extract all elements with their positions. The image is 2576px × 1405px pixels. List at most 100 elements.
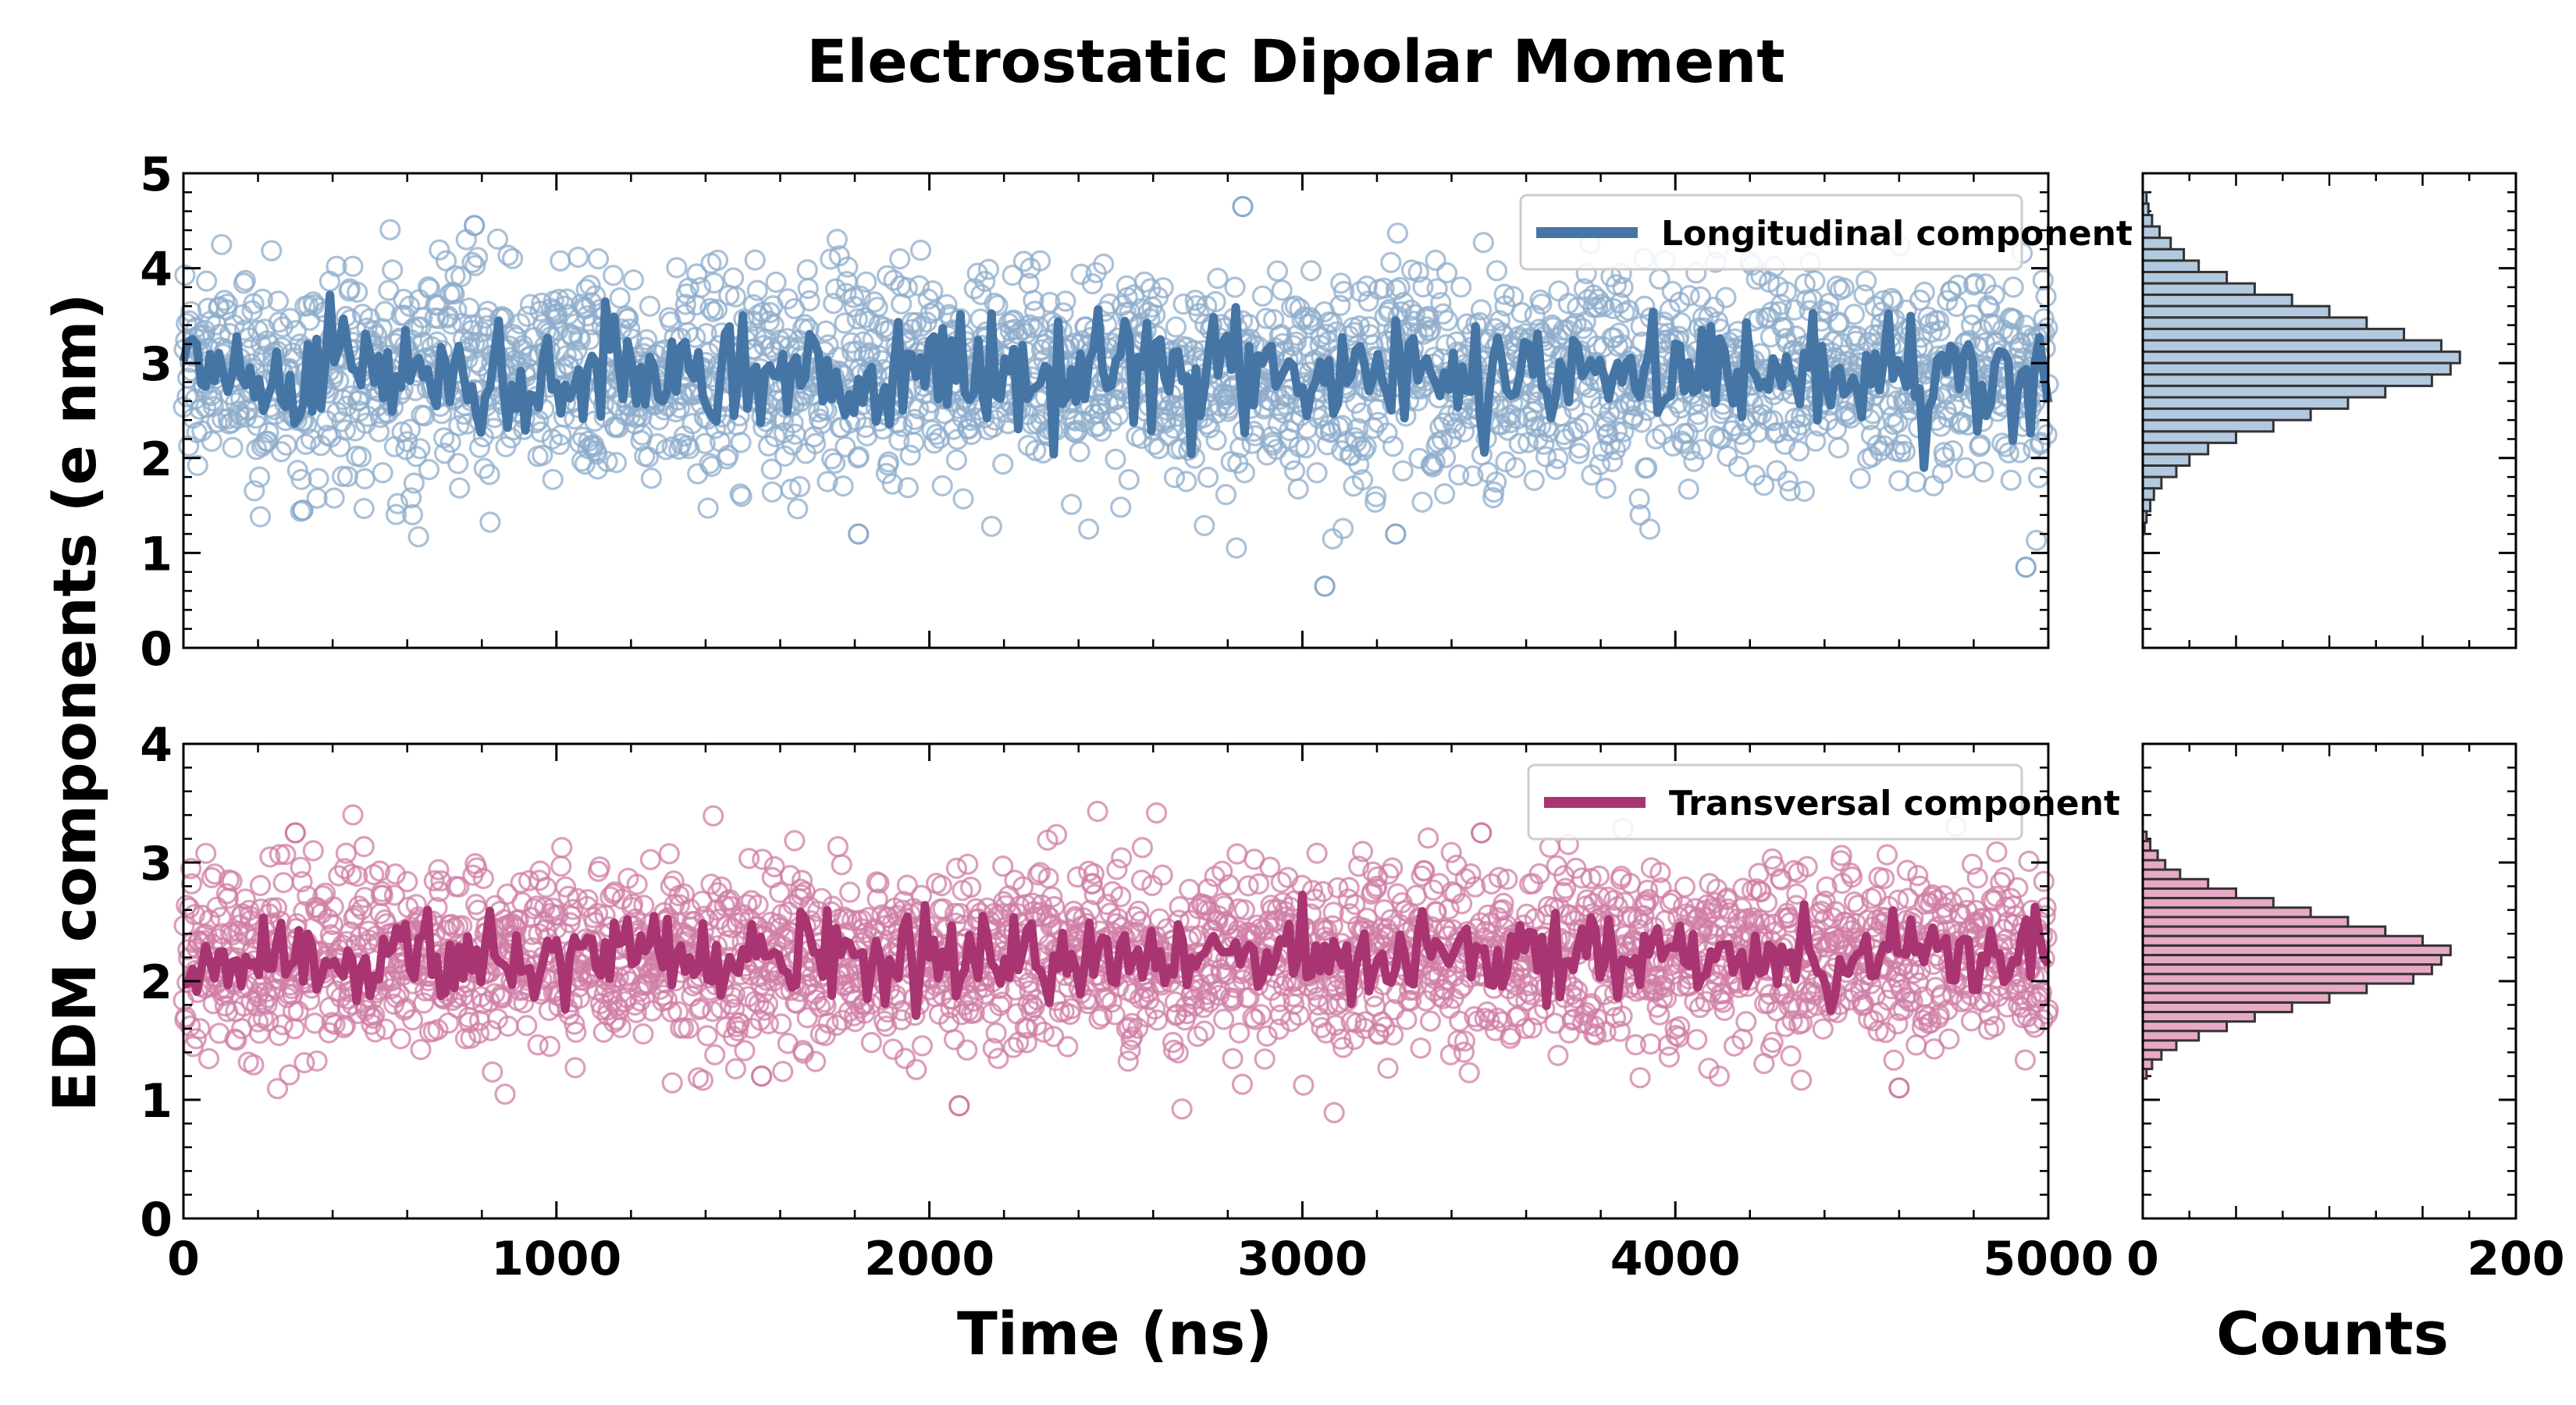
data-point: [824, 278, 847, 300]
histogram-bar: [2141, 339, 2443, 354]
data-point: [285, 319, 307, 342]
data-point: [1118, 468, 1140, 491]
data-point: [640, 468, 663, 489]
data-point: [730, 432, 752, 454]
data-point: [1489, 310, 1511, 332]
data-point: [323, 487, 345, 509]
data-point: [1077, 518, 1100, 540]
data-point: [1470, 299, 1493, 321]
data-point: [568, 246, 589, 269]
data-point: [283, 1018, 305, 1040]
data-point: [1057, 1036, 1079, 1058]
data-point: [1440, 428, 1462, 450]
data-point: [374, 301, 396, 322]
data-point: [1804, 270, 1826, 292]
data-point: [400, 487, 422, 509]
histogram-bar: [2141, 225, 2161, 240]
data-point: [1285, 331, 1308, 353]
data-point: [446, 299, 468, 321]
data-point: [1323, 1101, 1345, 1124]
data-point: [1412, 276, 1434, 298]
data-point: [1586, 297, 1609, 318]
data-point: [639, 295, 661, 317]
data-point: [494, 1083, 516, 1105]
data-point: [704, 1044, 726, 1065]
data-point: [1634, 295, 1656, 317]
data-point: [569, 329, 592, 350]
data-point: [909, 240, 932, 261]
data-point: [936, 293, 958, 315]
data-point: [849, 285, 871, 307]
data-point: [740, 890, 763, 912]
data-point: [1678, 285, 1700, 307]
data-point: [231, 304, 254, 325]
data-point: [617, 308, 639, 329]
data-point: [440, 313, 462, 335]
data-point: [447, 453, 469, 475]
y-axis-label: EDM components (e nm): [40, 293, 109, 1112]
data-point: [1321, 311, 1343, 333]
histogram-bar: [2141, 441, 2210, 456]
data-point: [482, 1061, 503, 1083]
data-point: [174, 264, 196, 286]
y-tick-label: 0: [140, 622, 173, 677]
data-point: [817, 471, 838, 493]
data-point: [1207, 268, 1229, 290]
data-point: [455, 229, 477, 251]
data-point: [685, 326, 706, 348]
outlier-point: [2015, 556, 2037, 578]
data-point: [992, 453, 1014, 475]
data-point: [1331, 414, 1354, 436]
data-point: [1171, 1098, 1193, 1120]
data-point: [1382, 857, 1404, 879]
data-point: [342, 804, 364, 826]
data-point: [195, 842, 217, 864]
data-point: [411, 307, 433, 329]
data-point: [1888, 470, 1910, 492]
histogram-bar: [2141, 487, 2155, 501]
data-point: [1271, 279, 1293, 301]
data-point: [1111, 847, 1133, 869]
outlier-point: [848, 523, 870, 545]
data-point: [245, 407, 267, 429]
data-point: [877, 451, 900, 473]
data-point: [1275, 393, 1297, 415]
data-point: [1568, 437, 1591, 459]
data-point: [1599, 401, 1621, 424]
data-point: [632, 1023, 654, 1045]
data-point: [824, 452, 846, 474]
data-point: [1229, 1022, 1251, 1044]
data-point: [1110, 496, 1132, 518]
data-point: [1197, 466, 1219, 489]
outlier-point: [1232, 196, 1254, 218]
data-point: [1547, 1044, 1569, 1066]
data-point: [805, 432, 827, 455]
histogram-bar: [2141, 453, 2191, 468]
data-point: [587, 248, 610, 270]
data-point: [1612, 276, 1634, 298]
data-point: [689, 276, 712, 298]
data-point: [1332, 280, 1355, 302]
data-point: [542, 468, 564, 490]
data-point: [409, 438, 431, 460]
histogram-bar: [2141, 316, 2368, 330]
data-point: [1762, 410, 1784, 432]
data-point: [827, 836, 849, 858]
data-point: [831, 854, 852, 876]
data-point: [1780, 1045, 1802, 1067]
data-point: [744, 249, 766, 271]
data-point: [1151, 864, 1173, 886]
data-point: [1176, 471, 1197, 493]
data-point: [473, 457, 495, 479]
data-point: [678, 438, 700, 460]
data-point: [821, 448, 843, 470]
data-point: [1093, 253, 1115, 275]
data-point: [417, 276, 439, 298]
data-point: [1315, 323, 1338, 345]
data-point: [1827, 437, 1849, 459]
data-point: [903, 432, 925, 454]
data-point: [429, 239, 450, 261]
data-point: [882, 1038, 904, 1060]
data-point: [747, 304, 769, 326]
